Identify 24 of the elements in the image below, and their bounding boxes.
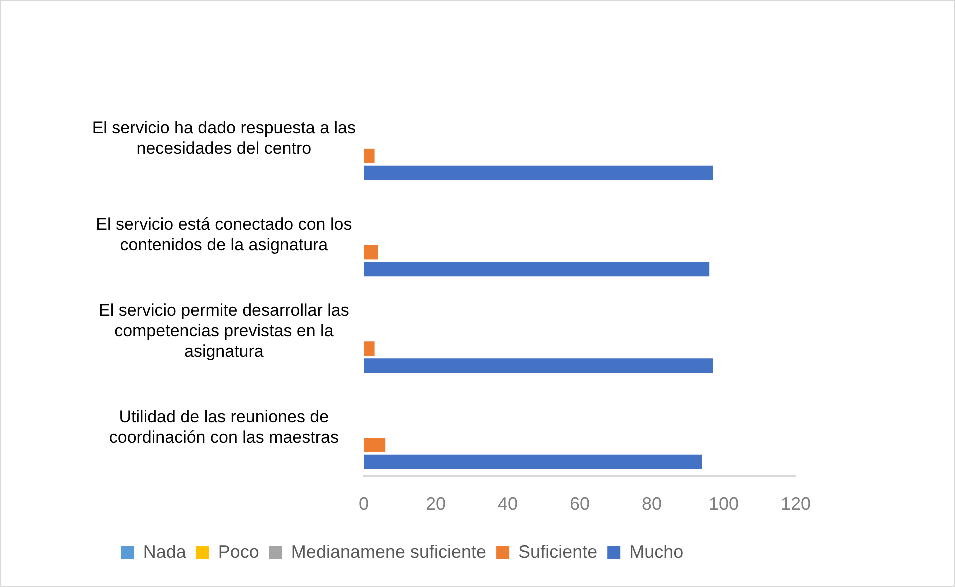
x-tick-label: 120 <box>780 494 812 514</box>
legend-label: Poco <box>218 542 260 562</box>
x-tick-label: 60 <box>570 494 590 514</box>
legend-label: Mucho <box>630 542 684 562</box>
y-tick-label: El servicio ha dado respuesta a las necesidades del centro <box>92 118 356 158</box>
y-tick-label: Utilidad de las reuniones de coordinación con las maestras <box>109 408 339 448</box>
x-tick-label: 80 <box>642 494 662 514</box>
bar <box>364 358 714 373</box>
bar <box>364 148 375 164</box>
bar <box>364 342 375 356</box>
bar <box>364 262 710 277</box>
x-tick-label: 20 <box>426 494 446 514</box>
bar <box>364 454 702 470</box>
y-tick-label: El servicio permite desarrollar las competencias previstas en la asignatura <box>98 301 350 361</box>
legend-label: Nada <box>143 542 188 562</box>
y-tick-label: El servicio está conectado con los contenidos de la asignatura <box>96 215 352 254</box>
x-tick-label: 100 <box>708 494 740 514</box>
bar <box>364 245 378 260</box>
x-tick-label: 0 <box>358 494 370 514</box>
x-tick-label: 40 <box>498 494 518 514</box>
bar <box>364 166 714 180</box>
bar <box>364 438 386 452</box>
legend-label: Medianamene suficiente <box>291 542 487 562</box>
legend-label: Suficiente <box>518 542 598 562</box>
